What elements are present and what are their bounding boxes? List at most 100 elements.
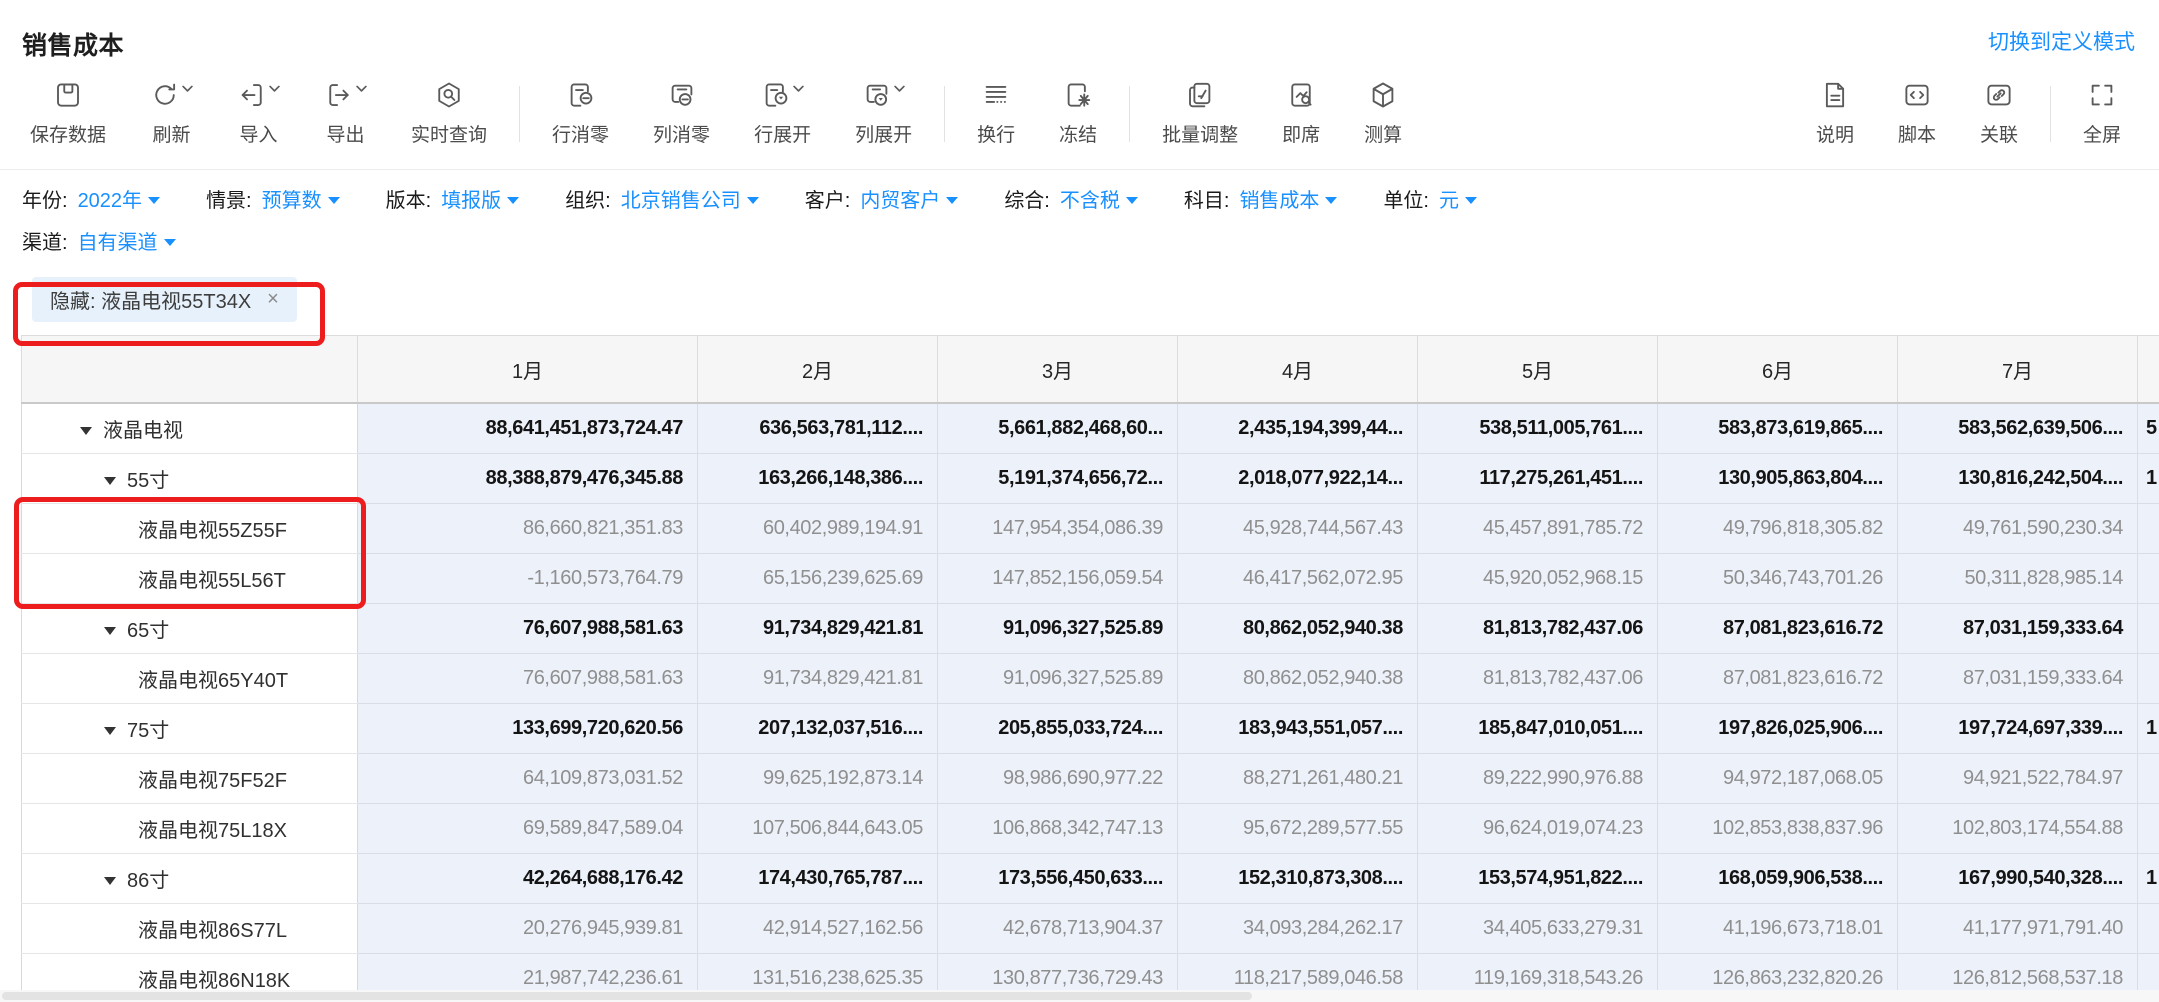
value-cell[interactable]: 130,905,863,804.... [1657,453,1898,504]
value-cell[interactable]: 5,661,882,468,60... [937,402,1178,454]
value-cell[interactable]: 94,921,522,784.97 [1897,753,2138,804]
value-cell[interactable]: 34,093,284,262.17 [1177,903,1418,954]
toolbar-export-button[interactable]: 导出 [302,80,389,147]
row-name-cell[interactable]: 55寸 [21,453,358,504]
value-cell[interactable]: 96,624,019,074.23 [1417,803,1658,854]
value-cell[interactable]: 81,813,782,437.06 [1417,653,1658,704]
value-cell[interactable]: 91,734,829,421.81 [697,603,938,654]
column-header-6月[interactable]: 6月 [1657,335,1898,404]
partial-value-cell[interactable] [2137,953,2159,1002]
filter-customer-dropdown[interactable]: 内贸客户 [860,184,959,213]
value-cell[interactable]: -1,160,573,764.79 [357,553,698,604]
row-name-cell[interactable]: 液晶电视75L18X [21,803,358,854]
value-cell[interactable]: 173,556,450,633.... [937,853,1178,904]
column-header-7月[interactable]: 7月 [1897,335,2138,404]
value-cell[interactable]: 50,311,828,985.14 [1897,553,2138,604]
value-cell[interactable]: 45,457,891,785.72 [1417,503,1658,554]
value-cell[interactable]: 87,081,823,616.72 [1657,603,1898,654]
toolbar-wrap-line-button[interactable]: 换行 [955,80,1037,147]
value-cell[interactable]: 91,734,829,421.81 [697,653,938,704]
value-cell[interactable]: 69,589,847,589.04 [357,803,698,854]
value-cell[interactable]: 133,699,720,620.56 [357,703,698,754]
collapse-triangle-icon[interactable] [104,877,116,885]
toolbar-adhoc-button[interactable]: 即席 [1260,80,1342,147]
value-cell[interactable]: 60,402,989,194.91 [697,503,938,554]
value-cell[interactable]: 2,435,194,399,44... [1177,402,1418,454]
row-name-cell[interactable]: 液晶电视55L56T [21,553,358,604]
column-header-2月[interactable]: 2月 [697,335,938,404]
filter-org-dropdown[interactable]: 北京销售公司 [621,184,759,213]
toolbar-calculate-button[interactable]: 测算 [1342,80,1424,147]
collapse-triangle-icon[interactable] [104,477,116,485]
value-cell[interactable]: 91,096,327,525.89 [937,603,1178,654]
value-cell[interactable]: 636,563,781,112.... [697,402,938,454]
column-header-5月[interactable]: 5月 [1417,335,1658,404]
value-cell[interactable]: 81,813,782,437.06 [1417,603,1658,654]
value-cell[interactable]: 64,109,873,031.52 [357,753,698,804]
partial-value-cell[interactable] [2137,803,2159,854]
value-cell[interactable]: 50,346,743,701.26 [1657,553,1898,604]
value-cell[interactable]: 174,430,765,787.... [697,853,938,904]
partial-value-cell[interactable]: 1 [2137,453,2159,504]
value-cell[interactable]: 46,417,562,072.95 [1177,553,1418,604]
value-cell[interactable]: 87,031,159,333.64 [1897,603,2138,654]
value-cell[interactable]: 130,816,242,504.... [1897,453,2138,504]
partial-value-cell[interactable] [2137,903,2159,954]
row-name-cell[interactable]: 液晶电视55Z55F [21,503,358,554]
toolbar-realtime-query-button[interactable]: 实时查询 [389,80,509,147]
toolbar-col-clear-zero-button[interactable]: 列消零 [631,80,732,147]
toolbar-row-clear-zero-button[interactable]: 行消零 [530,80,631,147]
partial-value-cell[interactable] [2137,753,2159,804]
partial-value-cell[interactable] [2137,553,2159,604]
hidden-filter-tag[interactable]: 隐藏: 液晶电视55T34X × [32,277,297,322]
filter-unit-dropdown[interactable]: 元 [1439,184,1477,213]
filter-year-dropdown[interactable]: 2022年 [78,184,161,213]
value-cell[interactable]: 94,972,187,068.05 [1657,753,1898,804]
value-cell[interactable]: 86,660,821,351.83 [357,503,698,554]
value-cell[interactable]: 42,914,527,162.56 [697,903,938,954]
collapse-triangle-icon[interactable] [104,627,116,635]
value-cell[interactable]: 95,672,289,577.55 [1177,803,1418,854]
value-cell[interactable]: 153,574,951,822.... [1417,853,1658,904]
value-cell[interactable]: 87,081,823,616.72 [1657,653,1898,704]
value-cell[interactable]: 89,222,990,976.88 [1417,753,1658,804]
row-name-cell[interactable]: 液晶电视86S77L [21,903,358,954]
value-cell[interactable]: 99,625,192,873.14 [697,753,938,804]
collapse-triangle-icon[interactable] [104,727,116,735]
toolbar-batch-adjust-button[interactable]: 批量调整 [1140,80,1260,147]
value-cell[interactable]: 168,059,906,538.... [1657,853,1898,904]
value-cell[interactable]: 167,990,540,328.... [1897,853,2138,904]
value-cell[interactable]: 45,920,052,968.15 [1417,553,1658,604]
collapse-triangle-icon[interactable] [80,427,92,435]
value-cell[interactable]: 147,954,354,086.39 [937,503,1178,554]
filter-composite-dropdown[interactable]: 不含税 [1060,184,1138,213]
value-cell[interactable]: 2,018,077,922,14... [1177,453,1418,504]
value-cell[interactable]: 76,607,988,581.63 [357,653,698,704]
toolbar-row-expand-button[interactable]: 行展开 [732,80,833,147]
value-cell[interactable]: 102,853,838,837.96 [1657,803,1898,854]
toolbar-import-button[interactable]: 导入 [215,80,302,147]
value-cell[interactable]: 49,761,590,230.34 [1897,503,2138,554]
value-cell[interactable]: 183,943,551,057.... [1177,703,1418,754]
close-icon[interactable]: × [267,288,279,310]
value-cell[interactable]: 117,275,261,451.... [1417,453,1658,504]
row-name-cell[interactable]: 液晶电视 [21,402,358,454]
partial-value-cell[interactable] [2137,503,2159,554]
row-name-cell[interactable]: 65寸 [21,603,358,654]
value-cell[interactable]: 106,868,342,747.13 [937,803,1178,854]
value-cell[interactable]: 583,562,639,506.... [1897,402,2138,454]
toolbar-freeze-button[interactable]: 冻结 [1037,80,1119,147]
toolbar-save-data-button[interactable]: 保存数据 [8,80,128,147]
partial-value-cell[interactable] [2137,603,2159,654]
value-cell[interactable]: 42,678,713,904.37 [937,903,1178,954]
value-cell[interactable]: 197,724,697,339.... [1897,703,2138,754]
value-cell[interactable]: 205,855,033,724.... [937,703,1178,754]
value-cell[interactable]: 49,796,818,305.82 [1657,503,1898,554]
filter-version-dropdown[interactable]: 填报版 [441,184,520,213]
toolbar-fullscreen-button[interactable]: 全屏 [2061,80,2143,147]
value-cell[interactable]: 87,031,159,333.64 [1897,653,2138,704]
column-header-1月[interactable]: 1月 [357,335,698,404]
value-cell[interactable]: 185,847,010,051.... [1417,703,1658,754]
toolbar-relate-button[interactable]: 关联 [1958,80,2040,147]
value-cell[interactable]: 41,196,673,718.01 [1657,903,1898,954]
